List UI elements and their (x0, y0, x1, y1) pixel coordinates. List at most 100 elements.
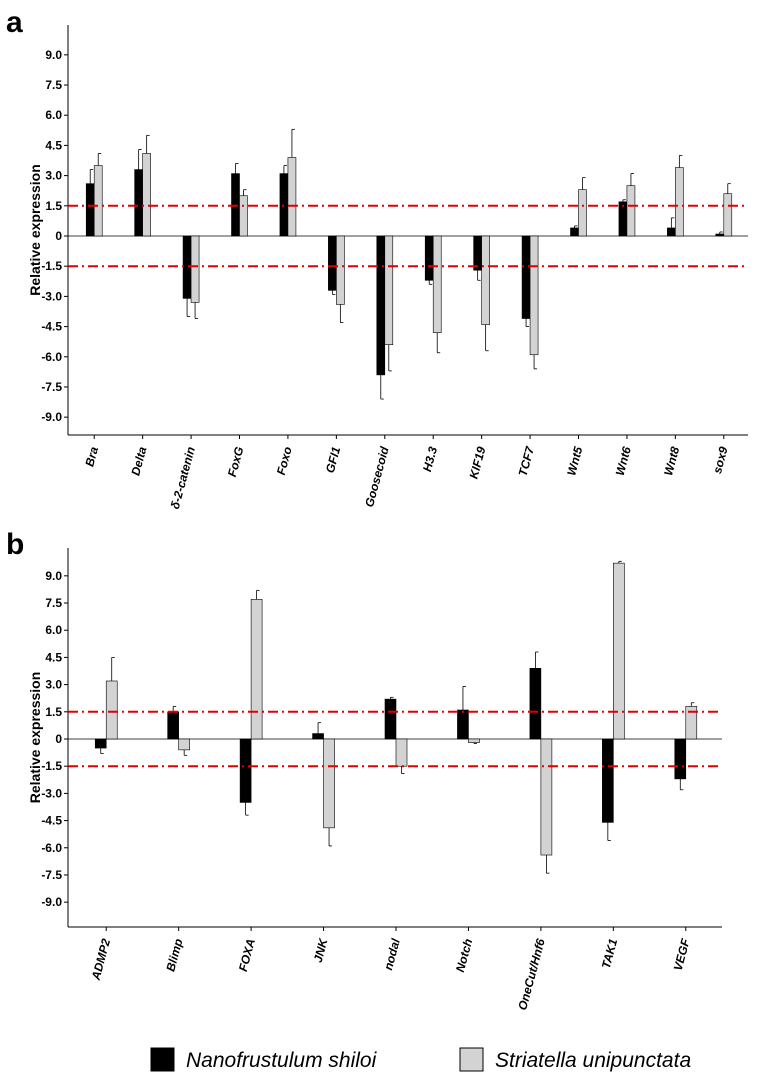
y-tick-label: -9.0 (41, 410, 62, 424)
bar (618, 201, 628, 237)
x-tick-label: sox9 (710, 445, 731, 475)
bar (384, 235, 394, 346)
bar (521, 235, 531, 319)
legend-label-nanofrustulum: Nanofrustulum shiloi (186, 1049, 378, 1072)
bar (424, 235, 434, 281)
x-tick-label: Wnt5 (564, 445, 585, 477)
y-tick-label: -7.5 (41, 868, 62, 882)
bar (723, 193, 733, 237)
bar (93, 165, 103, 237)
y-tick-label: 1.5 (45, 705, 62, 719)
panel-label: b (6, 528, 24, 561)
bar (473, 235, 482, 271)
y-tick-label: 0 (55, 732, 62, 746)
x-tick-label: H3.3 (420, 445, 440, 473)
legend-swatch-nanofrustulum (150, 1047, 175, 1072)
bar (529, 235, 539, 356)
bar (328, 235, 337, 291)
x-tick-label: Notch (453, 937, 475, 973)
y-tick-label: 6.0 (45, 108, 62, 122)
bar (667, 227, 676, 237)
y-tick-label: -3.0 (41, 289, 62, 303)
panel-label: a (6, 6, 23, 39)
bar (481, 235, 490, 325)
y-tick-label: 4.5 (45, 650, 62, 664)
x-tick-label: nodal (381, 937, 403, 972)
bar (250, 599, 263, 740)
bar (239, 738, 252, 803)
bar (85, 183, 95, 237)
y-tick-label: 9.0 (45, 569, 62, 583)
x-tick-label: FoxG (225, 445, 246, 478)
bar (134, 169, 143, 237)
y-tick-label: 7.5 (45, 78, 62, 92)
x-tick-label: Blimp (163, 937, 185, 973)
bar (384, 698, 397, 740)
bar (142, 153, 151, 237)
y-tick-label: -7.5 (41, 380, 62, 394)
y-tick-label: 1.5 (45, 199, 62, 213)
bar (105, 680, 118, 740)
y-tick-label: 4.5 (45, 138, 62, 152)
bar (287, 157, 297, 237)
x-tick-label: ADMP2 (88, 937, 113, 982)
bar (231, 173, 240, 237)
legend-swatch-striatella (459, 1047, 484, 1072)
y-tick-label: -1.5 (41, 759, 62, 773)
bar (182, 235, 192, 299)
bar (529, 667, 542, 740)
y-tick-label: 9.0 (45, 48, 62, 62)
bar (190, 235, 200, 303)
x-tick-label: Foxo (274, 445, 295, 476)
y-tick-label: -6.0 (41, 841, 62, 855)
bar (540, 738, 553, 856)
x-tick-label: Goosecoid (362, 445, 392, 509)
y-tick-label: -9.0 (41, 895, 62, 909)
x-tick-label: GFI1 (323, 445, 344, 475)
bar (395, 738, 408, 767)
x-tick-label: VEGF (671, 937, 693, 973)
bar (578, 189, 587, 237)
y-axis-title: Relative expression (27, 164, 43, 296)
bar (167, 711, 179, 740)
bar (178, 738, 190, 751)
y-axis-title: Relative expression (27, 672, 43, 804)
y-tick-label: -6.0 (41, 350, 62, 364)
bar (94, 738, 107, 749)
y-tick-label: -3.0 (41, 786, 62, 800)
y-tick-label: 0 (55, 229, 62, 243)
bar (312, 733, 324, 740)
bar (239, 195, 248, 237)
y-tick-label: 7.5 (45, 596, 62, 610)
bar (715, 233, 725, 237)
y-tick-label: 3.0 (45, 169, 62, 183)
bar (323, 738, 335, 829)
bar (570, 227, 579, 237)
y-tick-label: 3.0 (45, 678, 62, 692)
x-tick-label: OneCut/Hnf6 (515, 937, 548, 1012)
bar (602, 738, 614, 823)
bar (675, 167, 684, 237)
bar (279, 173, 289, 237)
x-tick-label: TAK1 (599, 937, 620, 970)
panel-a: a 9.0 7.5 6.0 4.5 3.0 1.5 0 -1.5 -3.0 -4.5 -6.0 -7.5… (6, 6, 748, 511)
x-tick-label: δ-2-catenin (168, 445, 198, 510)
bar (432, 235, 442, 333)
bar (457, 709, 469, 740)
panel-b: b 9.0 7.5 6.0 4.5 3.0 1.5 0 -1.5 -3.0 -4.5 -6.0 -7.5… (6, 528, 722, 1012)
bar (674, 738, 687, 780)
bar (336, 235, 345, 305)
x-tick-label: Wnt6 (613, 445, 634, 477)
x-tick-label: KIF19 (467, 445, 489, 481)
y-tick-label: -1.5 (41, 259, 62, 273)
y-tick-label: -4.5 (41, 814, 62, 828)
legend-label-striatella: Striatella unipunctata (495, 1049, 691, 1072)
x-tick-label: Delta (128, 445, 149, 477)
x-tick-label: Bra (82, 445, 101, 468)
bar (626, 185, 636, 237)
y-tick-label: -4.5 (41, 320, 62, 334)
bar (376, 235, 386, 376)
x-tick-label: TCF7 (516, 444, 538, 478)
legend: Nanofrustulum shiloi Striatella unipunct… (150, 1047, 691, 1072)
